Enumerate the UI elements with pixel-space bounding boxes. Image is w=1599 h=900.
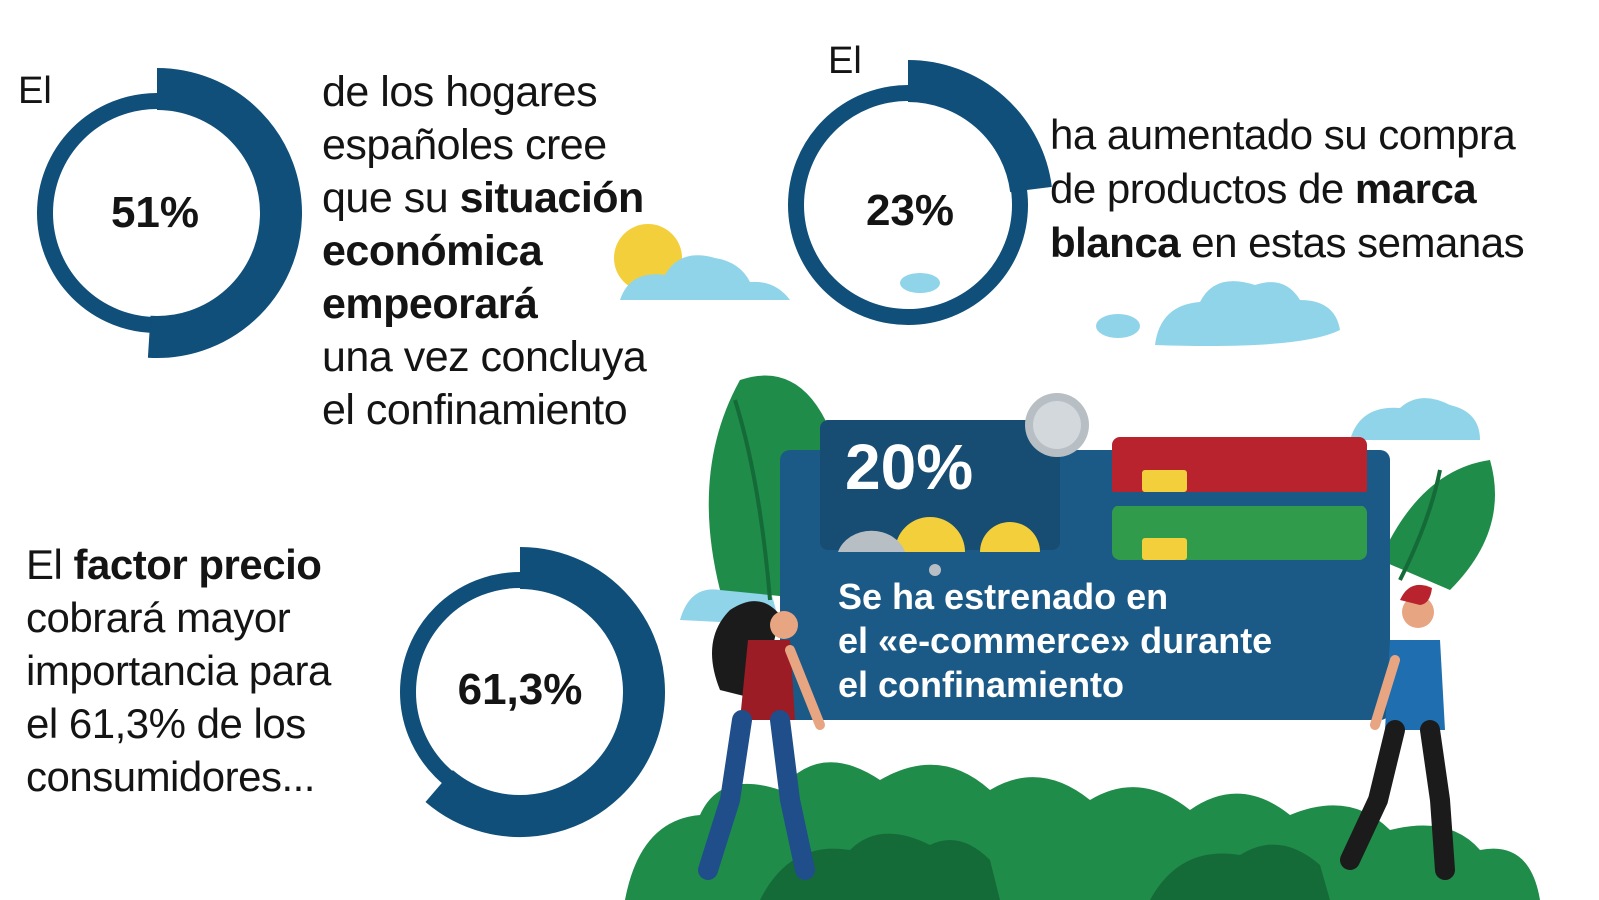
- ecommerce-card: [780, 393, 1390, 720]
- stat1-line: de los hogares: [322, 68, 598, 116]
- stat1-line: que su situación: [322, 172, 646, 225]
- cloud-small: [900, 273, 940, 293]
- woman-figure: [698, 601, 825, 880]
- donut-23: [788, 60, 1052, 325]
- stat3-text: El factor precio cobrará mayor importanc…: [26, 538, 331, 803]
- stat4-text: Se ha estrenado en el «e-commerce» duran…: [838, 575, 1272, 707]
- stat2-line2-pre: de productos de: [1050, 165, 1355, 212]
- stat3-value: 61,3%: [457, 665, 583, 714]
- stat3-line: importancia para: [26, 647, 331, 694]
- man-figure: [1340, 584, 1455, 880]
- stat2-value: 23%: [865, 186, 955, 235]
- stat1-bold-line: económica: [322, 225, 646, 278]
- stat1-line3-pre: que su: [322, 174, 460, 222]
- stat1-bold: empeorará: [322, 280, 538, 328]
- stat1-bold-line: empeorará: [322, 278, 646, 331]
- stat2-lead: El: [828, 40, 862, 82]
- stat1-lead: El: [18, 70, 52, 112]
- bushes: [625, 762, 1540, 900]
- donut-61-arc: [425, 547, 665, 837]
- stat2-line2-bold: marca: [1354, 165, 1477, 212]
- stat3-lead-bold: factor precio: [73, 541, 322, 588]
- stat1-text: de los hogares españoles cree que su sit…: [322, 66, 647, 437]
- sun-cloud-left: [614, 224, 790, 300]
- stat1-value: 51%: [110, 188, 200, 237]
- stat2-line3-bold: blanca: [1050, 219, 1181, 266]
- stat4-value: 20%: [845, 431, 974, 503]
- cloud-right: [1096, 281, 1340, 346]
- stat2-line2: de productos de marca: [1050, 162, 1524, 216]
- stat1-bold: económica: [322, 227, 543, 275]
- stat3-line: consumidores...: [26, 753, 315, 800]
- stat3-lead: El factor precio: [26, 538, 331, 591]
- stat1-line: una vez concluya: [322, 333, 647, 381]
- stat3-line: el 61,3% de los: [26, 700, 306, 747]
- donut-61: [400, 547, 665, 837]
- stat2-line3-post: en estas semanas: [1180, 219, 1525, 266]
- stat2-line1: ha aumentado su compra: [1050, 111, 1516, 158]
- stat1-line: españoles cree: [322, 121, 607, 169]
- donut-51: [37, 68, 302, 358]
- stat4-line: el «e-commerce» durante: [838, 620, 1273, 661]
- stat2-text: ha aumentado su compra de productos de m…: [1050, 108, 1525, 270]
- stat2-line3: blanca en estas semanas: [1050, 216, 1525, 270]
- stat4-line: el confinamiento: [838, 664, 1125, 705]
- stat1-line3-bold: situación: [459, 174, 645, 222]
- donut-23-arc: [907, 60, 1052, 193]
- stat3-lead-pre: El: [26, 541, 74, 588]
- stat3-line: cobrará mayor: [26, 594, 291, 641]
- stat4-line: Se ha estrenado en: [838, 576, 1169, 617]
- donut-51-arc: [147, 68, 302, 358]
- stat1-line: el confinamiento: [322, 386, 628, 434]
- cloud-far-right: [1350, 398, 1480, 440]
